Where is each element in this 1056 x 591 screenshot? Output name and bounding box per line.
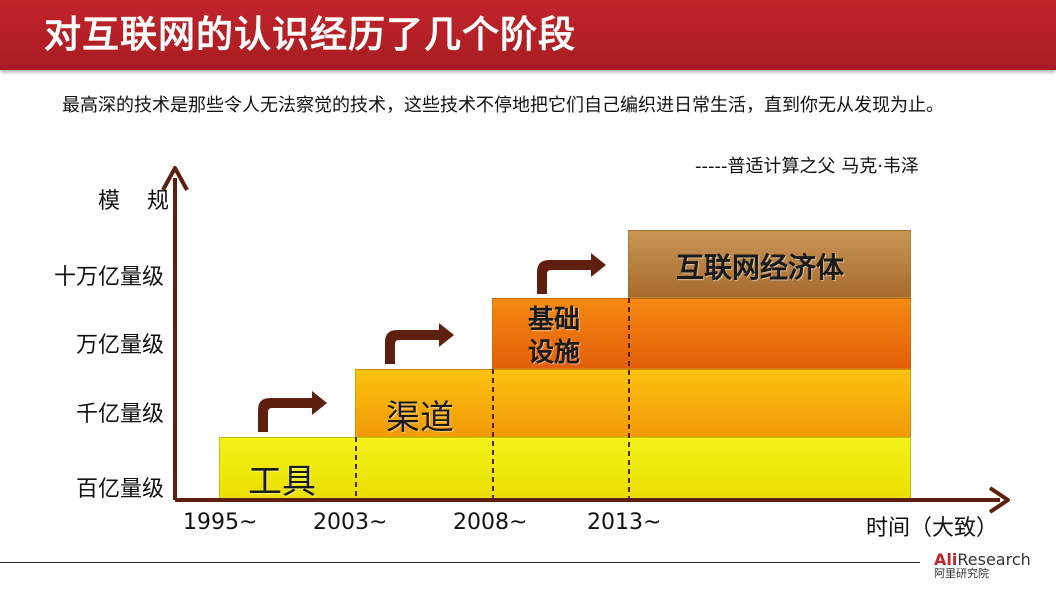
y-tick-3: 万亿量级 bbox=[75, 333, 164, 358]
y-axis-arrow bbox=[161, 166, 189, 500]
y-tick-1: 百亿量级 bbox=[75, 477, 164, 502]
aliresearch-logo: AliResearch 阿里研究院 bbox=[934, 550, 1031, 581]
quote-attribution: -----普适计算之父 马克·韦泽 bbox=[695, 156, 919, 177]
logo-brand-prefix: Ali bbox=[934, 550, 958, 569]
page-title: 对互联网的认识经历了几个阶段 bbox=[44, 13, 576, 56]
y-axis-label: 模 规 bbox=[98, 189, 179, 214]
stage-label-tools: 工具 bbox=[248, 462, 316, 502]
stage-bar-tools bbox=[219, 437, 911, 499]
stage-label-channel: 渠道 bbox=[386, 398, 454, 438]
stage-bar-economy bbox=[628, 230, 911, 298]
stage-bar-infrastructure bbox=[492, 298, 911, 369]
step-arrow-3 bbox=[537, 253, 606, 294]
y-tick-4: 十万亿量级 bbox=[53, 265, 164, 290]
x-tick-2003: 2003~ bbox=[313, 510, 388, 535]
quote-text: 最高深的技术是那些令人无法察觉的技术，这些技术不停地把它们自己编织进日常生活，直… bbox=[62, 95, 944, 116]
stage-label-infrastructure-line1: 基础 bbox=[528, 305, 581, 335]
step-arrow-1 bbox=[258, 391, 327, 432]
logo-brand-suffix: Research bbox=[957, 550, 1031, 569]
step-arrows bbox=[258, 253, 606, 432]
logo-subtitle: 阿里研究院 bbox=[934, 567, 989, 580]
step-arrow-2 bbox=[385, 323, 454, 364]
footer-divider bbox=[0, 562, 920, 563]
stage-label-infrastructure-line2: 设施 bbox=[528, 338, 581, 368]
x-tick-2013: 2013~ bbox=[587, 510, 662, 535]
stage-label-infrastructure: 基础 设施 bbox=[528, 304, 580, 370]
stage-label-economy: 互联网经济体 bbox=[676, 251, 845, 284]
y-tick-2: 千亿量级 bbox=[75, 402, 164, 427]
stage-bar-channel bbox=[355, 369, 911, 437]
x-tick-2008: 2008~ bbox=[453, 510, 528, 535]
title-bar: 对互联网的认识经历了几个阶段 bbox=[0, 0, 1056, 70]
x-axis-arrow bbox=[175, 486, 1010, 514]
x-axis-label: 时间（大致） bbox=[866, 516, 999, 541]
x-tick-1995: 1995~ bbox=[183, 510, 258, 535]
